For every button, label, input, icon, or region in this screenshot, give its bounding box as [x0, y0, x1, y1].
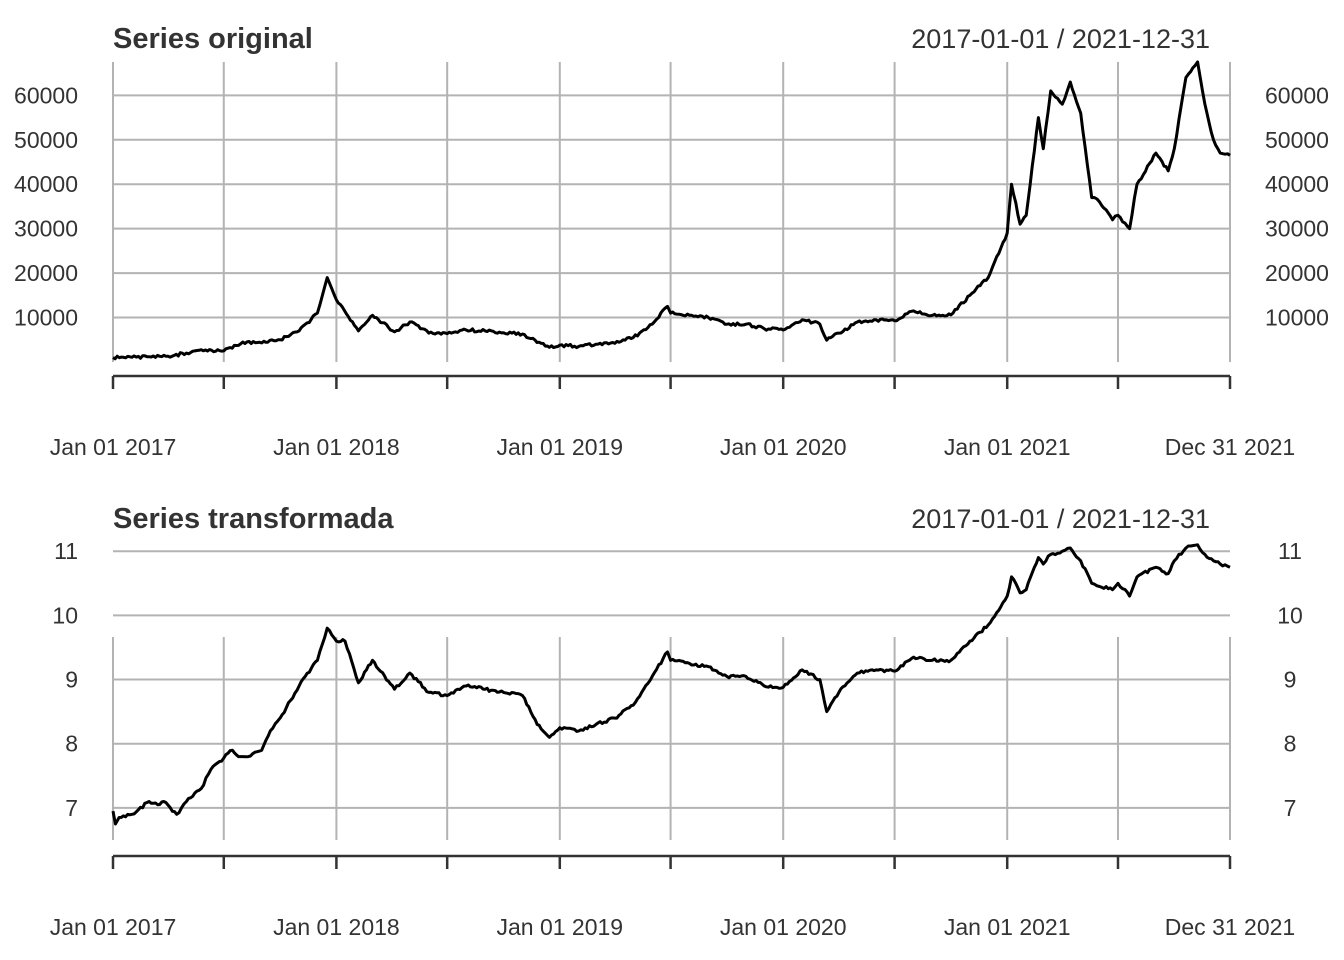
x-tick-label: Jan 01 2021: [944, 914, 1071, 940]
y-tick-label-left: 9: [65, 667, 78, 693]
x-tick-label: Dec 31 2021: [1165, 434, 1295, 460]
y-tick-label-right: 40000: [1265, 171, 1329, 197]
grid: [112, 550, 1231, 840]
y-axis: 10000 10000 20000 20000 30000 30000 40000 40000…: [14, 82, 1329, 330]
x-axis: [111, 854, 1232, 869]
chart-panel-original: Series original 2017-01-01 / 2021-12-31 …: [14, 23, 1329, 460]
y-tick-label-left: 40000: [14, 171, 78, 197]
x-tick-label: Jan 01 2019: [496, 914, 623, 940]
x-axis: [111, 374, 1232, 389]
y-tick-label-right: 11: [1278, 538, 1302, 564]
x-tick-label: Jan 01 2021: [944, 434, 1071, 460]
x-tick-labels: Jan 01 2017 Jan 01 2018 Jan 01 2019 Jan 01 …: [50, 914, 1296, 940]
y-tick-label-left: 30000: [14, 216, 78, 242]
y-tick-label-left: 8: [65, 731, 78, 757]
chart-panel-transformada: Series transformada 2017-01-01 / 2021-12…: [50, 503, 1303, 940]
series-line: [112, 60, 1231, 361]
y-tick-label-right: 50000: [1265, 127, 1329, 153]
x-tick-label: Dec 31 2021: [1165, 914, 1295, 940]
series: [111, 543, 1231, 826]
x-tick-label: Jan 01 2020: [720, 914, 847, 940]
x-tick-label: Jan 01 2018: [273, 434, 400, 460]
y-tick-label-left: 50000: [14, 127, 78, 153]
y-tick-label-right: 10: [1277, 602, 1303, 628]
y-tick-label-right: 20000: [1265, 260, 1329, 286]
date-range-label: 2017-01-01 / 2021-12-31: [911, 504, 1210, 534]
y-tick-label-right: 10000: [1265, 305, 1329, 331]
y-axis: 7 7 8 8 9 9 10 10 11 11: [52, 538, 1302, 821]
y-tick-label-left: 10: [52, 602, 78, 628]
y-tick-label-right: 60000: [1265, 82, 1329, 108]
date-range-label: 2017-01-01 / 2021-12-31: [911, 24, 1210, 54]
y-tick-label-left: 60000: [14, 82, 78, 108]
y-tick-label-left: 11: [54, 538, 78, 564]
x-tick-label: Jan 01 2020: [720, 434, 847, 460]
x-tick-labels: Jan 01 2017 Jan 01 2018 Jan 01 2019 Jan 01 …: [50, 434, 1296, 460]
x-tick-label: Jan 01 2017: [50, 914, 177, 940]
y-tick-label-left: 20000: [14, 260, 78, 286]
x-tick-label: Jan 01 2018: [273, 914, 400, 940]
series-line: [111, 543, 1231, 826]
series: [112, 60, 1231, 361]
y-tick-label-right: 7: [1284, 795, 1297, 821]
y-tick-label-right: 9: [1284, 667, 1297, 693]
y-tick-label-right: 30000: [1265, 216, 1329, 242]
chart-title: Series original: [113, 23, 313, 55]
x-tick-label: Jan 01 2019: [496, 434, 623, 460]
x-tick-label: Jan 01 2017: [50, 434, 177, 460]
y-tick-label-left: 10000: [14, 305, 78, 331]
y-tick-label-right: 8: [1284, 731, 1297, 757]
grid: [112, 62, 1231, 362]
chart-title: Series transformada: [113, 503, 394, 535]
y-tick-label-left: 7: [65, 795, 78, 821]
